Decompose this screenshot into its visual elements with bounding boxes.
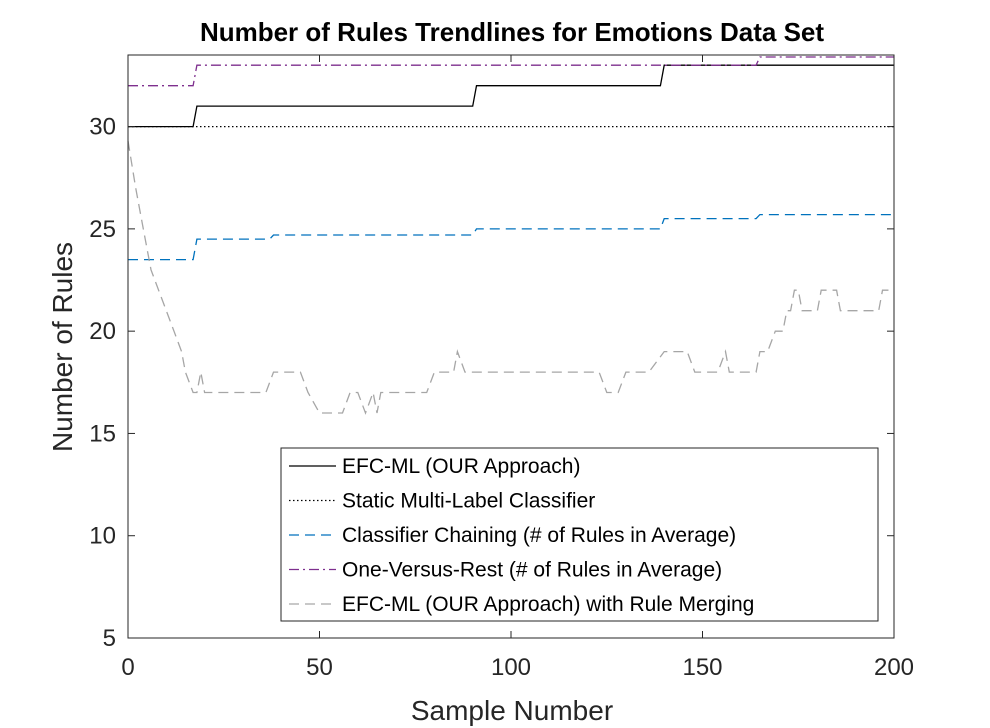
series-layer: [127, 56, 894, 415]
x-tick-label: 150: [682, 654, 722, 681]
legend-label-1: EFC-ML (OUR Approach): [342, 455, 580, 478]
x-axis-label: Sample Number: [411, 695, 613, 726]
y-tick-label: 30: [89, 114, 116, 141]
legend-label-3: Classifier Chaining (# of Rules in Avera…: [342, 524, 736, 547]
y-tick-label: 15: [89, 420, 116, 447]
x-tick-label: 200: [874, 654, 914, 681]
y-axis: 5 10 15 20 25 30: [89, 114, 894, 652]
legend-label-5: EFC-ML (OUR Approach) with Rule Merging: [342, 593, 754, 616]
legend-label-2: Static Multi-Label Classifier: [342, 490, 595, 513]
series-line-5: [127, 140, 894, 415]
y-axis-label: Number of Rules: [47, 242, 78, 452]
legend-label-4: One-Versus-Rest (# of Rules in Average): [342, 559, 722, 582]
x-tick-label: 100: [491, 654, 531, 681]
x-tick-label: 0: [121, 654, 134, 681]
series-line-4: [128, 56, 894, 87]
x-tick-label: 50: [306, 654, 333, 681]
y-tick-label: 10: [89, 523, 116, 550]
x-axis: 0 50 100 150 200: [121, 55, 914, 681]
legend: EFC-ML (OUR Approach) Static Multi-Label …: [280, 447, 879, 622]
series-line-1: [128, 64, 894, 128]
y-tick-label: 20: [89, 318, 116, 345]
y-tick-label: 5: [103, 625, 116, 652]
series-line-3: [128, 213, 894, 261]
chart-title: Number of Rules Trendlines for Emotions …: [200, 17, 824, 47]
legend-box: [280, 447, 879, 622]
y-tick-label: 25: [89, 216, 116, 243]
